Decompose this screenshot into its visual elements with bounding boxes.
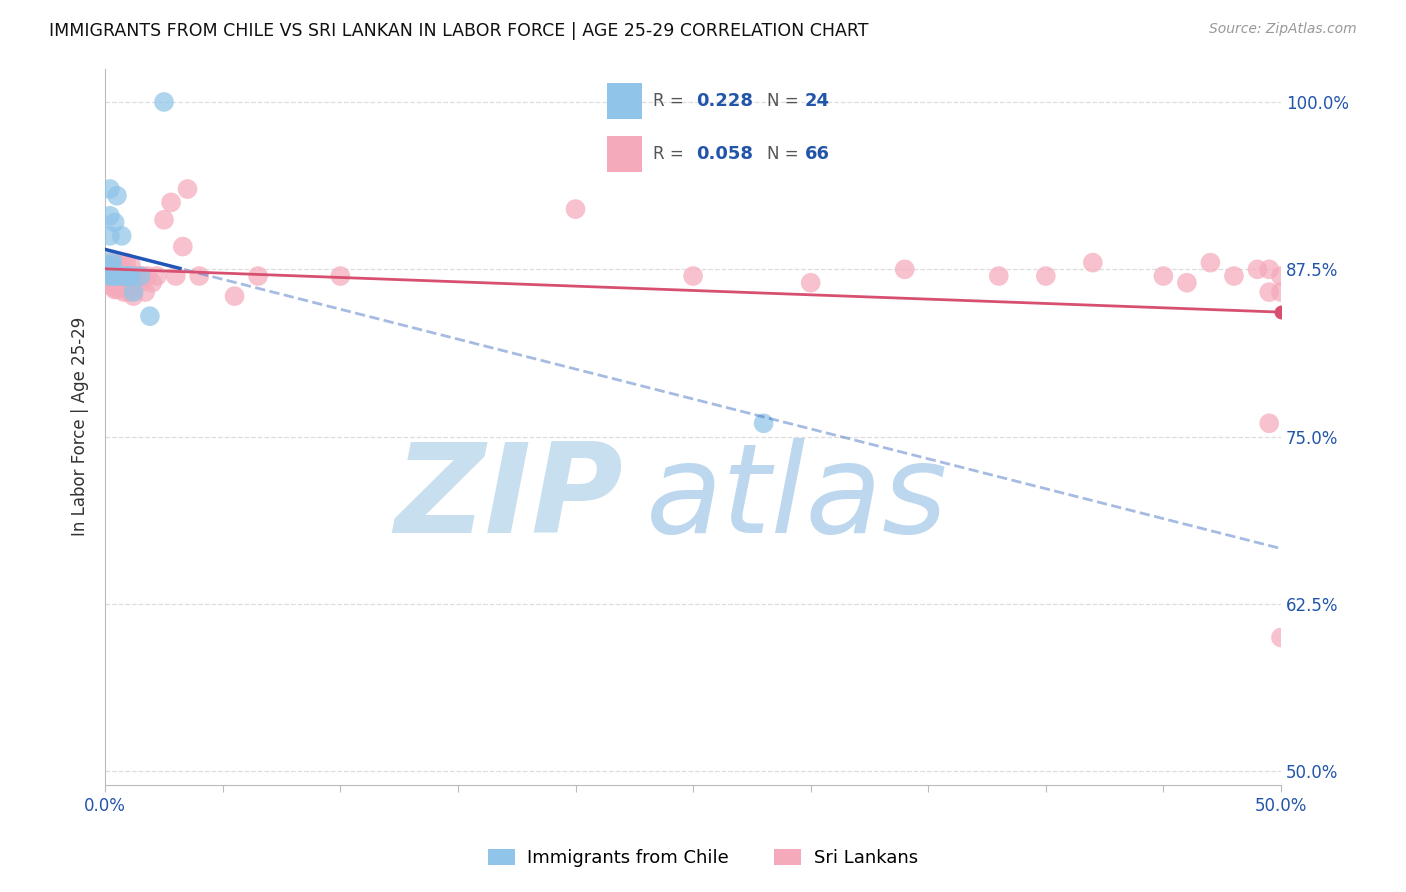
Point	[165, 268, 187, 283]
Point	[112, 285, 135, 299]
Point	[97, 266, 120, 280]
Legend: Immigrants from Chile, Sri Lankans: Immigrants from Chile, Sri Lankans	[481, 841, 925, 874]
Point	[188, 268, 211, 283]
Point	[101, 279, 124, 293]
Point	[108, 276, 131, 290]
Point	[129, 276, 152, 290]
Point	[115, 268, 138, 283]
Point	[329, 268, 352, 283]
Point	[146, 268, 169, 283]
Point	[104, 282, 127, 296]
Point	[98, 258, 121, 272]
Point	[118, 285, 141, 299]
Point	[247, 268, 270, 283]
Point	[101, 255, 124, 269]
Point	[172, 239, 194, 253]
Point	[1081, 255, 1104, 269]
Point	[120, 268, 142, 283]
Point	[141, 276, 163, 290]
Point	[97, 258, 120, 272]
Point	[1035, 268, 1057, 283]
Point	[129, 268, 152, 283]
Point	[122, 285, 145, 299]
Point	[118, 268, 141, 283]
Point	[112, 268, 135, 283]
Point	[104, 258, 127, 272]
Point	[97, 262, 120, 277]
Point	[160, 195, 183, 210]
Point	[1258, 262, 1281, 277]
Point	[104, 268, 127, 283]
Point	[115, 255, 138, 269]
Point	[111, 228, 134, 243]
Point	[682, 268, 704, 283]
Point	[125, 268, 148, 283]
Point	[115, 268, 138, 283]
Point	[120, 276, 142, 290]
Point	[134, 285, 156, 299]
Point	[752, 417, 775, 431]
Point	[1223, 268, 1246, 283]
Point	[120, 258, 142, 272]
Point	[118, 268, 141, 283]
Text: atlas: atlas	[645, 438, 948, 558]
Point	[139, 309, 162, 323]
Point	[105, 188, 128, 202]
Point	[1270, 285, 1292, 299]
Point	[1152, 268, 1174, 283]
Point	[108, 258, 131, 272]
Point	[127, 268, 149, 283]
Point	[111, 279, 134, 293]
Text: ZIP: ZIP	[394, 438, 623, 558]
Point	[97, 258, 120, 272]
Point	[122, 268, 145, 283]
Point	[112, 266, 135, 280]
Point	[224, 289, 246, 303]
Point	[97, 262, 120, 277]
Point	[98, 228, 121, 243]
Point	[111, 268, 134, 283]
Point	[108, 268, 131, 283]
Y-axis label: In Labor Force | Age 25-29: In Labor Force | Age 25-29	[72, 317, 89, 536]
Point	[101, 258, 124, 272]
Text: Source: ZipAtlas.com: Source: ZipAtlas.com	[1209, 22, 1357, 37]
Point	[101, 262, 124, 277]
Point	[104, 268, 127, 283]
Point	[105, 262, 128, 277]
Point	[800, 276, 823, 290]
Point	[1246, 262, 1268, 277]
Text: IMMIGRANTS FROM CHILE VS SRI LANKAN IN LABOR FORCE | AGE 25-29 CORRELATION CHART: IMMIGRANTS FROM CHILE VS SRI LANKAN IN L…	[49, 22, 869, 40]
Point	[132, 268, 155, 283]
Point	[111, 255, 134, 269]
Point	[98, 268, 121, 283]
Point	[98, 276, 121, 290]
Point	[98, 182, 121, 196]
Point	[893, 262, 915, 277]
Point	[1175, 276, 1198, 290]
Point	[105, 268, 128, 283]
Point	[101, 268, 124, 283]
Point	[176, 182, 198, 196]
Point	[1270, 631, 1292, 645]
Point	[105, 282, 128, 296]
Point	[98, 268, 121, 283]
Point	[104, 215, 127, 229]
Point	[101, 268, 124, 283]
Point	[564, 202, 586, 216]
Point	[153, 212, 176, 227]
Point	[136, 268, 159, 283]
Point	[1258, 417, 1281, 431]
Point	[122, 289, 145, 303]
Point	[97, 268, 120, 283]
Point	[1270, 268, 1292, 283]
Point	[1258, 285, 1281, 299]
Point	[101, 252, 124, 267]
Point	[153, 95, 176, 109]
Point	[987, 268, 1010, 283]
Point	[98, 209, 121, 223]
Point	[1199, 255, 1222, 269]
